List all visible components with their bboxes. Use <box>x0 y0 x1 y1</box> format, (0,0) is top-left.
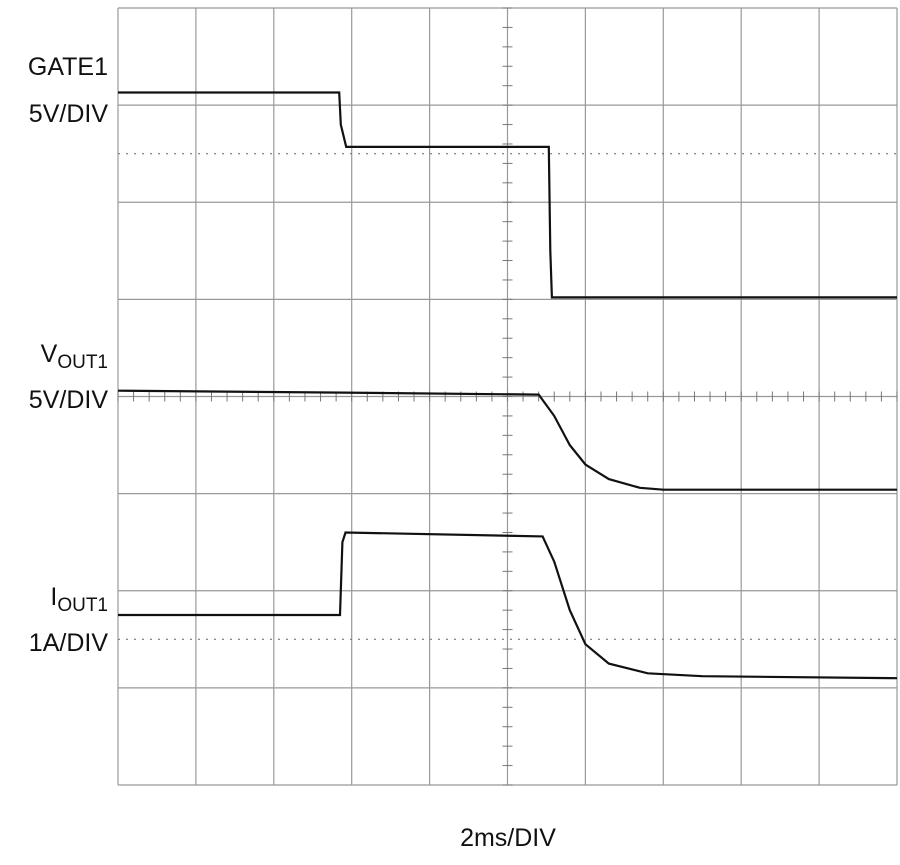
channel-subscript: OUT1 <box>57 352 108 373</box>
channel-scale: 1A/DIV <box>29 629 109 657</box>
channel-name: GATE1 <box>28 53 108 81</box>
channel-label: IOUT1 <box>50 583 108 616</box>
channel-name: I <box>50 583 57 611</box>
trace <box>118 91 897 299</box>
channel-label: GATE1 <box>28 53 108 81</box>
channel-scale: 5V/DIV <box>29 100 109 128</box>
channel-label: VOUT1 <box>41 340 108 373</box>
channel-name: V <box>41 340 58 368</box>
trace <box>117 389 897 491</box>
x-axis-label: 2ms/DIV <box>460 824 556 852</box>
channel-subscript: OUT1 <box>57 595 108 616</box>
channel-scale: 5V/DIV <box>29 386 109 414</box>
trace <box>118 531 898 680</box>
